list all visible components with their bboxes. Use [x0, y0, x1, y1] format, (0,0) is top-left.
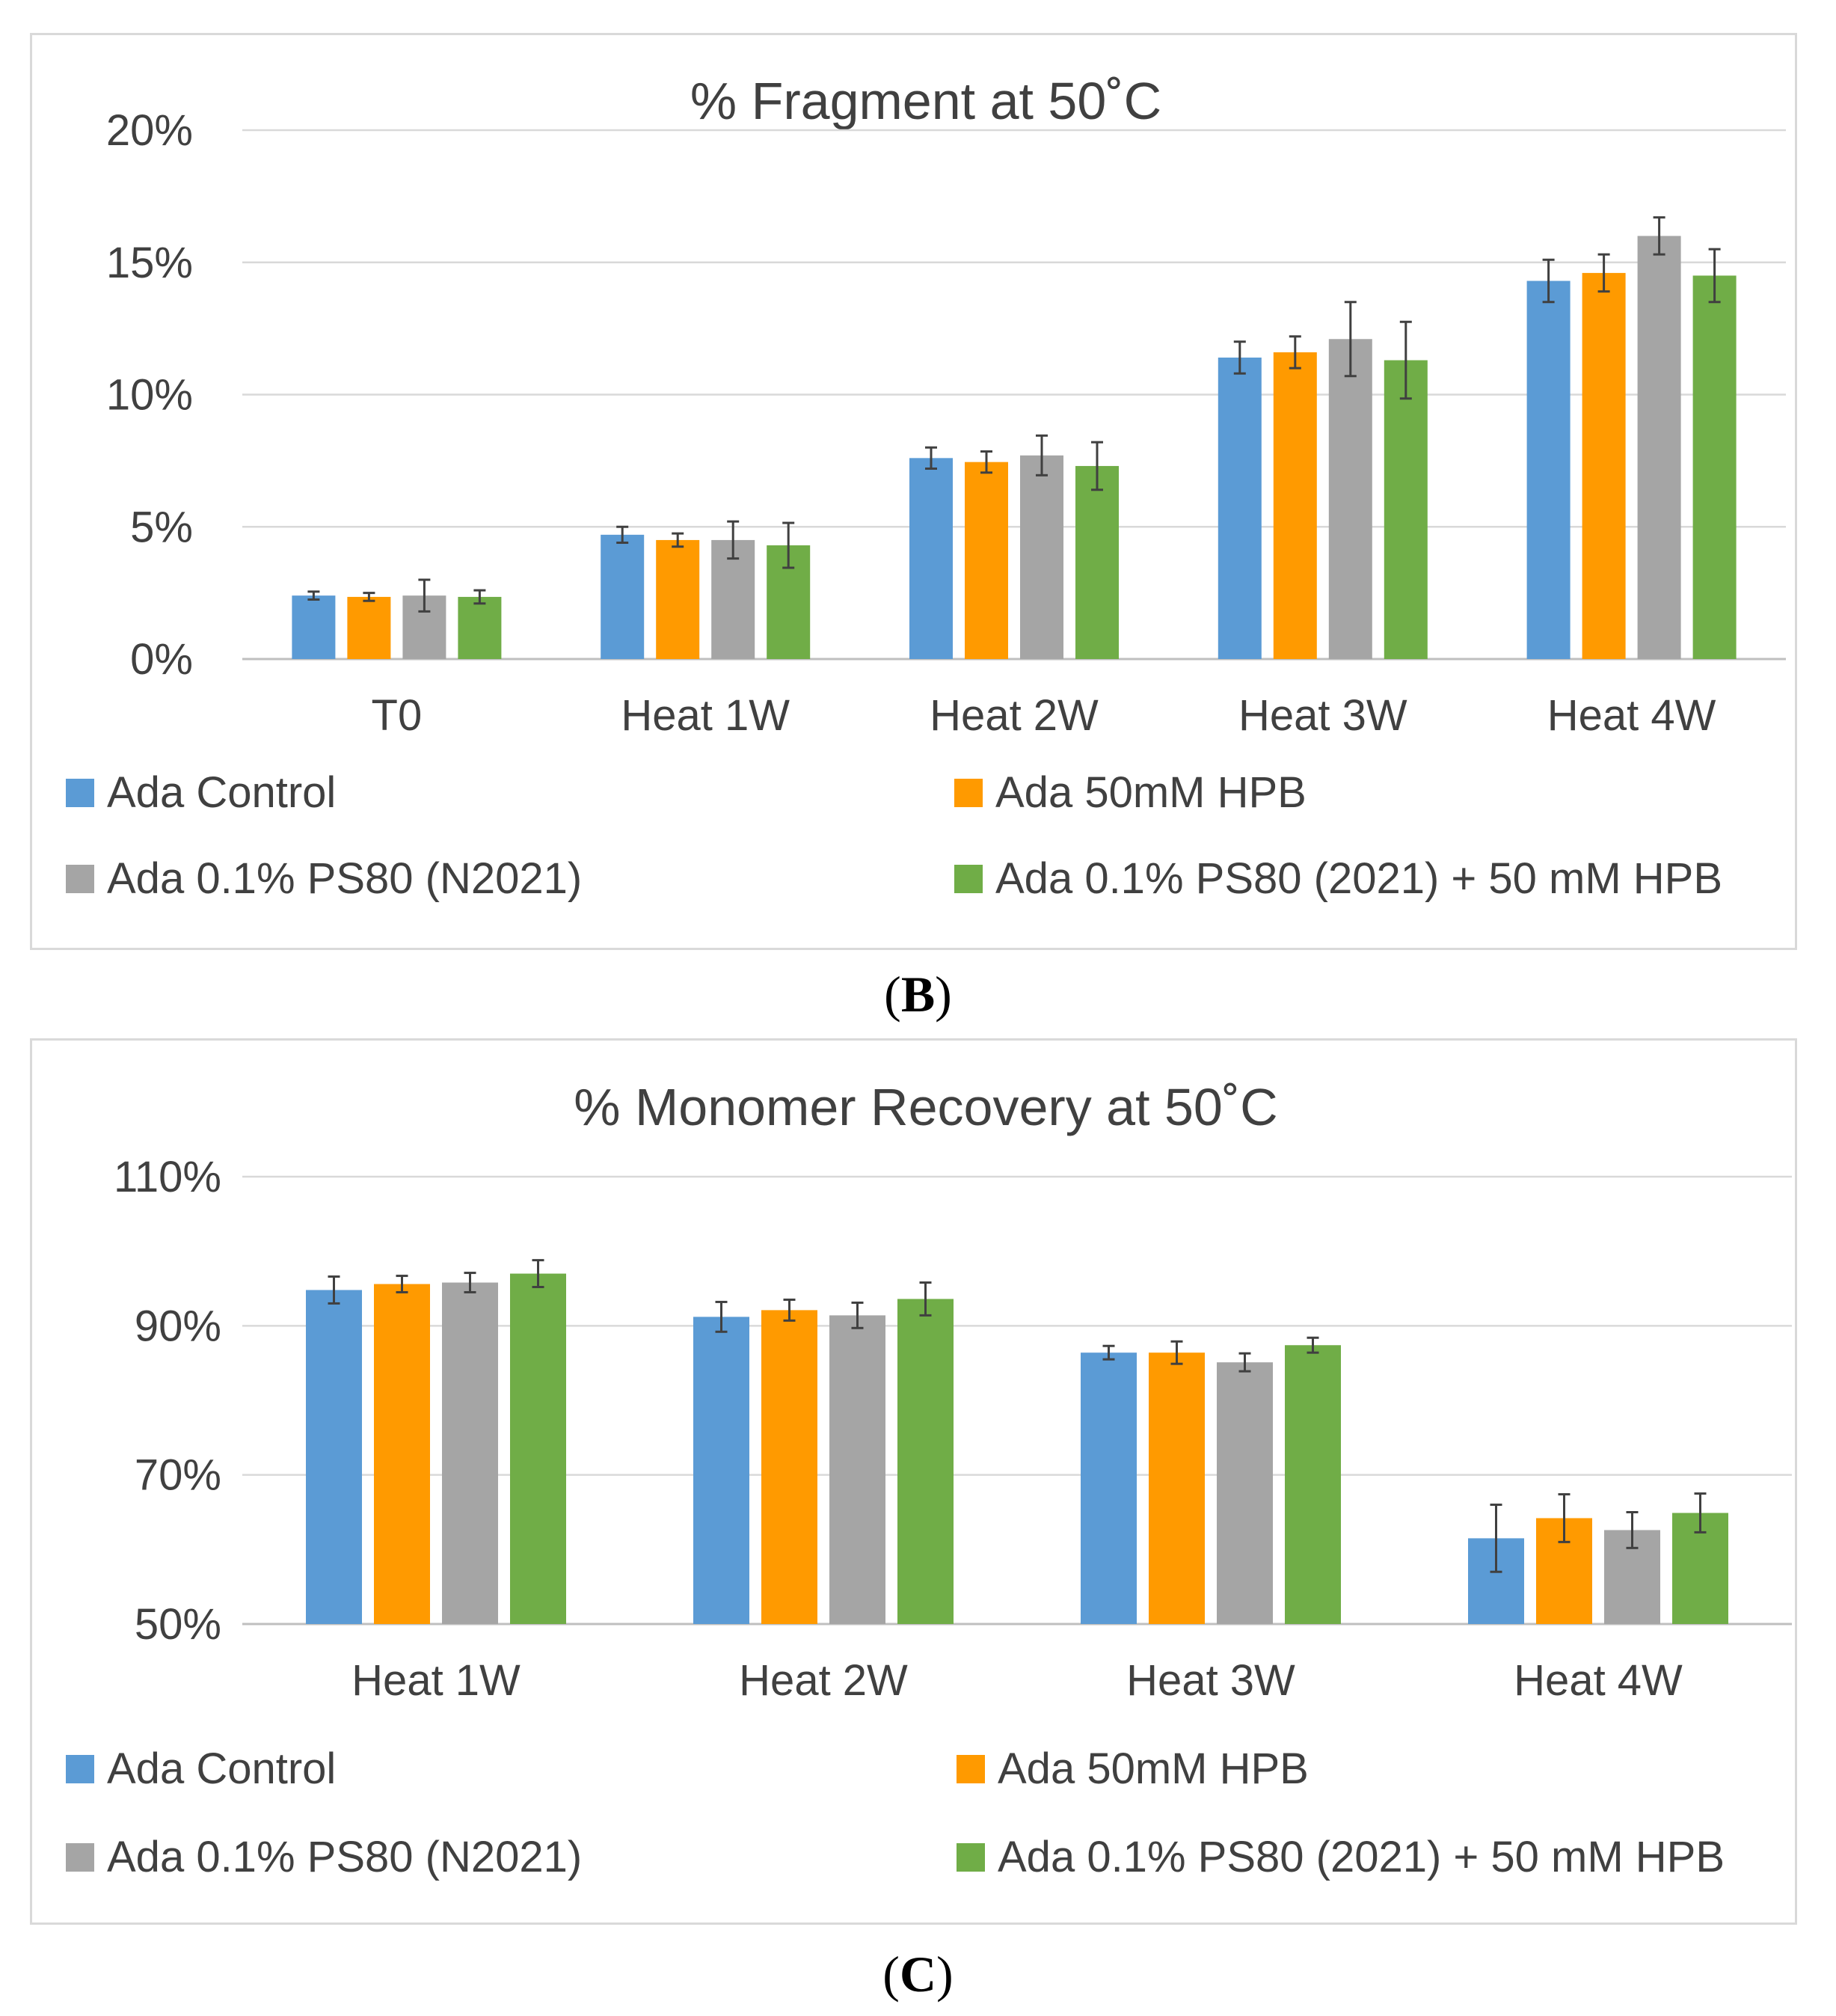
- bar: [1384, 360, 1428, 659]
- bar: [909, 458, 953, 659]
- y-tick-label: 10%: [106, 371, 193, 420]
- fragment-chart: % Fragment at 50˚C 0% 5% 10% 15% 20% T0 Heat 1W…: [66, 72, 1786, 903]
- legend-swatch: [957, 1755, 985, 1783]
- y-tick-label: 90%: [135, 1302, 221, 1350]
- bar: [761, 1310, 817, 1624]
- bar: [1217, 1362, 1273, 1624]
- x-tick-label: Heat 4W: [1514, 1656, 1683, 1705]
- legend-swatch: [66, 1755, 94, 1783]
- bar: [374, 1284, 430, 1624]
- bar: [1328, 339, 1372, 659]
- bar: [601, 534, 645, 659]
- y-tick-label: 20%: [106, 106, 193, 155]
- bar: [1081, 1352, 1137, 1624]
- chart-title: % Fragment at 50˚C: [690, 72, 1161, 130]
- bar: [347, 596, 391, 659]
- bar: [1692, 275, 1737, 659]
- monomer-chart: % Monomer Recovery at 50˚C 50% 70% 90% 110% H…: [66, 1078, 1792, 1881]
- bar: [897, 1299, 954, 1624]
- legend-swatch: [66, 1843, 94, 1872]
- x-tick-label: Heat 3W: [1126, 1656, 1295, 1705]
- legend-swatch: [66, 779, 94, 807]
- y-tick-label: 15%: [106, 239, 193, 287]
- bar: [442, 1282, 498, 1624]
- x-tick-label: Heat 1W: [351, 1656, 521, 1705]
- caption-c-label: C: [899, 1946, 937, 2003]
- x-tick-label: T0: [372, 691, 423, 740]
- x-tick-label: Heat 4W: [1547, 691, 1716, 740]
- bar: [1526, 281, 1571, 659]
- legend-label: Ada 0.1% PS80 (N2021): [107, 854, 582, 903]
- bar: [711, 539, 755, 659]
- y-tick-label: 110%: [114, 1153, 221, 1201]
- caption-b-label: B: [900, 966, 936, 1023]
- x-tick-label: Heat 3W: [1238, 691, 1407, 740]
- y-tick-label: 70%: [135, 1451, 221, 1500]
- caption-c: (C): [882, 1946, 954, 2003]
- bar: [458, 596, 502, 659]
- x-tick-label: Heat 2W: [739, 1656, 908, 1705]
- legend-swatch: [954, 865, 983, 893]
- bar: [965, 462, 1008, 659]
- y-tick-label: 50%: [135, 1600, 221, 1649]
- legend-swatch: [66, 865, 94, 893]
- bar: [1020, 455, 1063, 659]
- bar: [1075, 465, 1119, 659]
- legend-swatch: [954, 779, 983, 807]
- legend-label: Ada Control: [107, 1744, 336, 1793]
- bar: [1285, 1345, 1341, 1624]
- legend-swatch: [957, 1843, 985, 1872]
- chart-title: % Monomer Recovery at 50˚C: [574, 1078, 1277, 1136]
- y-tick-label: 0%: [130, 635, 193, 684]
- bar: [510, 1273, 566, 1624]
- fragment-chart-panel: % Fragment at 50˚C 0% 5% 10% 15% 20% T0 Heat 1W…: [30, 33, 1797, 950]
- bar: [306, 1290, 362, 1624]
- bar: [292, 595, 336, 659]
- legend-label: Ada 0.1% PS80 (2021) + 50 mM HPB: [995, 854, 1722, 903]
- legend-label: Ada Control: [107, 768, 336, 817]
- caption-b: (B): [884, 966, 952, 1023]
- bar: [656, 539, 700, 659]
- bar: [1582, 272, 1626, 659]
- bar: [1218, 358, 1262, 659]
- y-tick-label: 5%: [130, 503, 193, 551]
- legend-label: Ada 0.1% PS80 (2021) + 50 mM HPB: [998, 1833, 1725, 1881]
- bar: [1273, 352, 1317, 659]
- x-tick-label: Heat 2W: [930, 691, 1099, 740]
- x-tick-label: Heat 1W: [621, 691, 790, 740]
- bar: [693, 1317, 749, 1624]
- legend-label: Ada 50mM HPB: [995, 768, 1307, 817]
- bar: [1149, 1352, 1205, 1624]
- legend-label: Ada 0.1% PS80 (N2021): [107, 1833, 582, 1881]
- bar: [829, 1315, 885, 1624]
- bar: [1637, 236, 1681, 659]
- legend-label: Ada 50mM HPB: [998, 1744, 1309, 1793]
- monomer-chart-panel: % Monomer Recovery at 50˚C 50% 70% 90% 110% H…: [30, 1038, 1797, 1925]
